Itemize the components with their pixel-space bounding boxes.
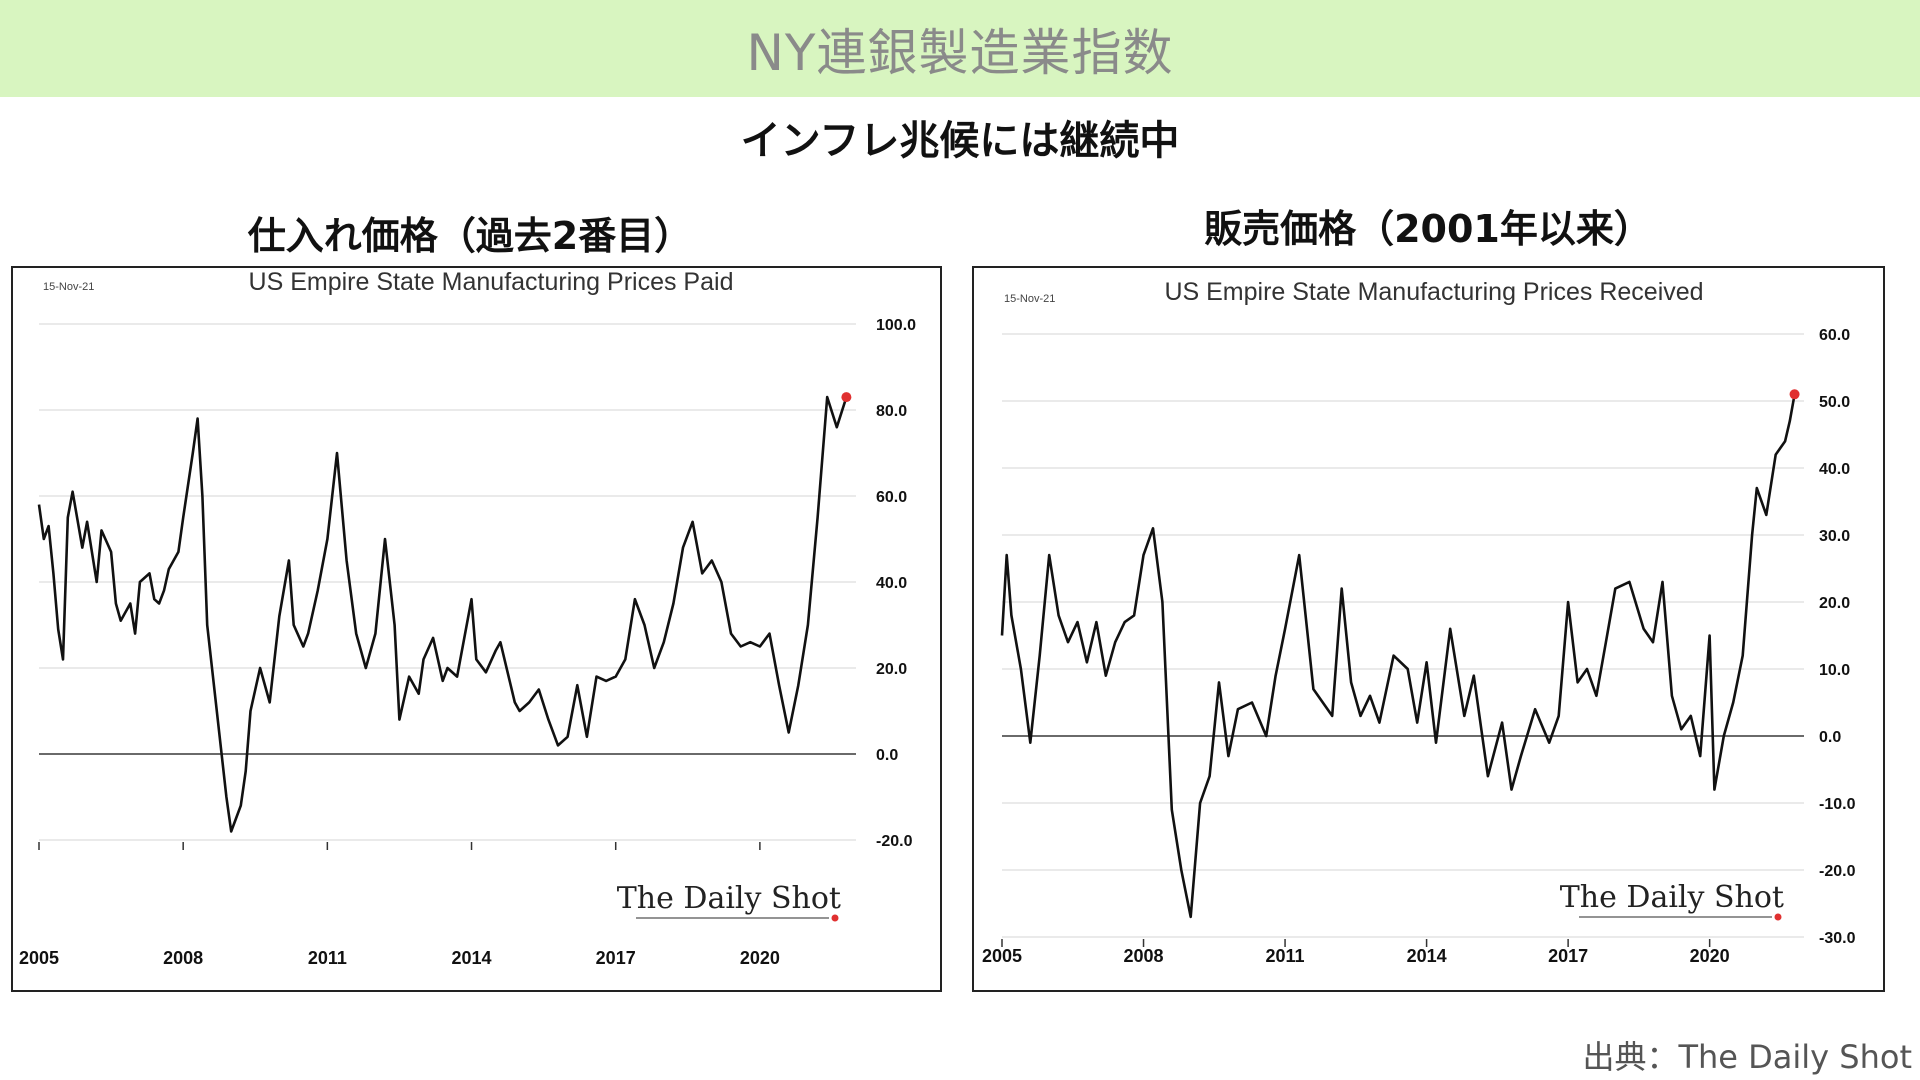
watermark-text: The Daily Shot (617, 881, 841, 916)
watermark-dot (1774, 913, 1782, 921)
panel-heading-prices-paid: 仕入れ価格（過去2番目） (247, 214, 693, 258)
y-tick-label: 20.0 (1819, 595, 1850, 612)
page-subtitle: インフレ兆候には継続中 (740, 118, 1180, 164)
watermark-text: The Daily Shot (1560, 880, 1784, 915)
latest-point-marker (841, 392, 852, 403)
y-tick-label: 60.0 (876, 489, 907, 506)
chart-prices-paid-svg: 15-Nov-21 US Empire State Manufacturing P… (19, 268, 916, 968)
chart-title: US Empire State Manufacturing Prices Rec… (1164, 278, 1703, 306)
chart-date: 15-Nov-21 (1004, 293, 1055, 305)
latest-point-marker (1789, 389, 1800, 400)
y-tick-label: -10.0 (1819, 796, 1856, 813)
chart-prices-paid: 15-Nov-21 US Empire State Manufacturing P… (11, 266, 942, 992)
y-tick-label: 0.0 (1819, 729, 1841, 746)
x-tick-label: 2005 (982, 946, 1022, 966)
x-tick-label: 2017 (1548, 946, 1588, 966)
series-line (1000, 394, 1796, 919)
y-tick-label: 80.0 (876, 403, 907, 420)
x-tick-label: 2005 (19, 948, 59, 968)
y-tick-label: 20.0 (876, 661, 907, 678)
x-tick-label: 2014 (1407, 946, 1447, 966)
watermark-dot (831, 914, 839, 922)
y-tick-label: 50.0 (1819, 394, 1850, 411)
chart-prices-received: 15-Nov-21 US Empire State Manufacturing P… (972, 266, 1885, 992)
y-tick-label: 10.0 (1819, 662, 1850, 679)
y-tick-label: -20.0 (876, 833, 913, 850)
chart-prices-received-svg: 15-Nov-21 US Empire State Manufacturing P… (982, 278, 1856, 966)
x-tick-label: 2011 (308, 948, 347, 968)
title-banner: NY連銀製造業指数 (0, 0, 1920, 97)
y-tick-label: 0.0 (876, 747, 898, 764)
x-tick-label: 2020 (1690, 946, 1730, 966)
chart-date: 15-Nov-21 (43, 281, 94, 293)
y-tick-label: 40.0 (1819, 461, 1850, 478)
x-tick-label: 2020 (740, 948, 780, 968)
series-line (37, 395, 848, 833)
chart-title: US Empire State Manufacturing Prices Pai… (249, 268, 734, 296)
y-tick-label: 40.0 (876, 575, 907, 592)
y-tick-label: -20.0 (1819, 863, 1856, 880)
x-tick-label: 2014 (452, 948, 492, 968)
x-tick-label: 2017 (596, 948, 636, 968)
y-tick-label: 60.0 (1819, 327, 1850, 344)
source-credit: 出典：The Daily Shot (1582, 1038, 1912, 1076)
page-title: NY連銀製造業指数 (746, 23, 1174, 82)
panel-heading-prices-received: 販売価格（2001年以来） (1204, 207, 1652, 251)
y-tick-label: 30.0 (1819, 528, 1850, 545)
y-tick-label: -30.0 (1819, 930, 1856, 947)
x-tick-label: 2008 (163, 948, 203, 968)
x-tick-label: 2011 (1266, 946, 1305, 966)
x-tick-label: 2008 (1124, 946, 1164, 966)
y-tick-label: 100.0 (876, 317, 916, 334)
